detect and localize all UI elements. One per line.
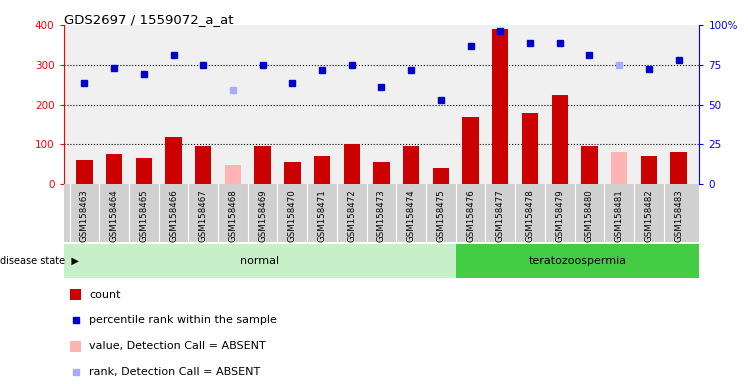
Bar: [64, 244, 456, 278]
Bar: [254, 146, 271, 184]
Bar: [551, 95, 568, 184]
Text: GSM158470: GSM158470: [288, 189, 297, 242]
Text: GSM158481: GSM158481: [615, 189, 624, 242]
Bar: [670, 152, 687, 184]
Text: GSM158464: GSM158464: [110, 189, 119, 242]
Bar: [611, 152, 628, 184]
Bar: [70, 289, 82, 300]
Text: GDS2697 / 1559072_a_at: GDS2697 / 1559072_a_at: [64, 13, 233, 26]
Text: GSM158468: GSM158468: [228, 189, 237, 242]
Text: GSM158477: GSM158477: [496, 189, 505, 242]
Bar: [76, 161, 93, 184]
Bar: [106, 154, 122, 184]
Bar: [70, 341, 82, 352]
Bar: [641, 156, 657, 184]
Text: GSM158472: GSM158472: [347, 189, 356, 242]
Bar: [433, 167, 449, 184]
Bar: [403, 146, 420, 184]
Bar: [224, 165, 241, 184]
Text: GSM158465: GSM158465: [139, 189, 148, 242]
Text: GSM158478: GSM158478: [526, 189, 535, 242]
Text: GSM158466: GSM158466: [169, 189, 178, 242]
Text: GSM158476: GSM158476: [466, 189, 475, 242]
Bar: [135, 159, 152, 184]
Bar: [492, 29, 509, 184]
Bar: [456, 244, 699, 278]
Bar: [373, 162, 390, 184]
Bar: [195, 146, 212, 184]
Bar: [522, 113, 539, 184]
Text: GSM158480: GSM158480: [585, 189, 594, 242]
Bar: [284, 162, 301, 184]
Text: GSM158471: GSM158471: [318, 189, 327, 242]
Text: GSM158479: GSM158479: [555, 189, 564, 242]
Text: GSM158469: GSM158469: [258, 189, 267, 242]
Bar: [343, 144, 360, 184]
Text: GSM158482: GSM158482: [644, 189, 653, 242]
Bar: [165, 137, 182, 184]
Text: GSM158474: GSM158474: [407, 189, 416, 242]
Text: GSM158467: GSM158467: [199, 189, 208, 242]
Text: GSM158483: GSM158483: [674, 189, 683, 242]
Text: percentile rank within the sample: percentile rank within the sample: [89, 316, 277, 326]
Bar: [462, 117, 479, 184]
Text: teratozoospermia: teratozoospermia: [529, 256, 627, 266]
Text: GSM158473: GSM158473: [377, 189, 386, 242]
Text: count: count: [89, 290, 120, 300]
Text: normal: normal: [240, 256, 279, 266]
Text: GSM158475: GSM158475: [436, 189, 445, 242]
Text: rank, Detection Call = ABSENT: rank, Detection Call = ABSENT: [89, 367, 260, 377]
Text: value, Detection Call = ABSENT: value, Detection Call = ABSENT: [89, 341, 266, 351]
Bar: [581, 146, 598, 184]
Text: disease state  ▶: disease state ▶: [0, 256, 79, 266]
Text: GSM158463: GSM158463: [80, 189, 89, 242]
Bar: [314, 156, 330, 184]
